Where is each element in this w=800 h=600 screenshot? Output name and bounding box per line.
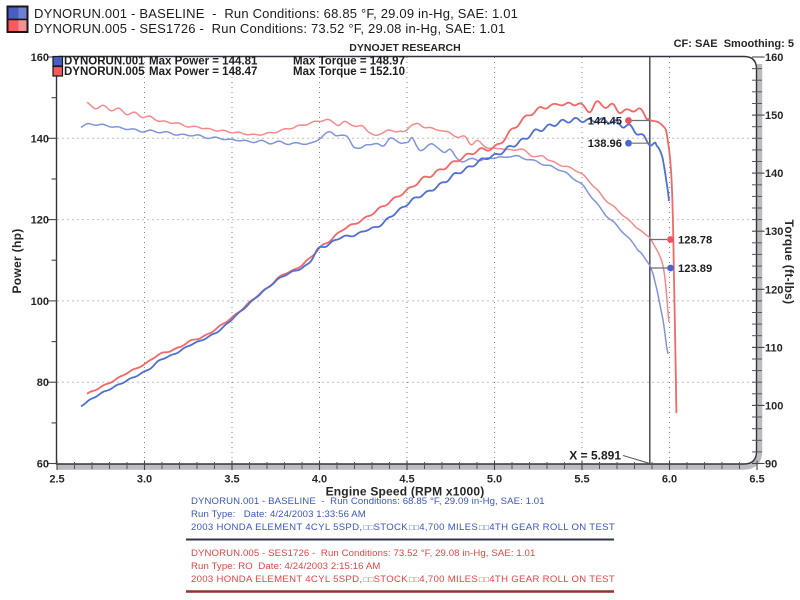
svg-text:130: 130 xyxy=(765,226,783,238)
svg-text:100: 100 xyxy=(765,400,783,412)
svg-text:6.5: 6.5 xyxy=(749,474,764,486)
svg-text:Torque (ft-lbs): Torque (ft-lbs) xyxy=(782,220,796,305)
svg-text:2.5: 2.5 xyxy=(49,474,64,486)
svg-text:110: 110 xyxy=(765,342,783,354)
svg-text:X = 5.891: X = 5.891 xyxy=(569,449,621,463)
svg-text:140: 140 xyxy=(765,168,783,180)
svg-text:90: 90 xyxy=(765,459,777,471)
svg-text:Power (hp): Power (hp) xyxy=(10,229,24,294)
svg-text:123.89: 123.89 xyxy=(678,263,712,275)
svg-text:150: 150 xyxy=(765,110,783,122)
svg-text:6.0: 6.0 xyxy=(662,474,677,486)
svg-text:DYNORUN.005 - SES1726 - Run C: DYNORUN.005 - SES1726 - Run Conditions: … xyxy=(34,21,505,36)
svg-text:160: 160 xyxy=(31,52,49,64)
svg-text:160: 160 xyxy=(765,52,783,64)
svg-text:128.78: 128.78 xyxy=(678,235,712,247)
svg-text:120: 120 xyxy=(765,284,783,296)
svg-text:Run Type: RO Date: 4/24/2003: Run Type: RO Date: 4/24/2003 2:15:16 AM xyxy=(191,561,380,572)
svg-text:120: 120 xyxy=(31,215,49,227)
svg-text:2003 HONDA ELEMENT 4CYL 5SPD,□: 2003 HONDA ELEMENT 4CYL 5SPD,□□STOCK□□4,… xyxy=(191,522,615,533)
svg-text:DYNORUN.005 - SES1726 - Run C: DYNORUN.005 - SES1726 - Run Conditions: … xyxy=(191,548,535,559)
svg-text:DYNORUN.001 - BASELINE - Run: DYNORUN.001 - BASELINE - Run Conditions:… xyxy=(191,496,545,507)
svg-text:3.5: 3.5 xyxy=(224,474,239,486)
svg-text:Engine Speed (RPM x1000): Engine Speed (RPM x1000) xyxy=(326,485,485,499)
svg-text:4.0: 4.0 xyxy=(312,474,327,486)
svg-text:100: 100 xyxy=(31,296,49,308)
svg-text:138.96: 138.96 xyxy=(588,138,622,150)
svg-text:5.0: 5.0 xyxy=(487,474,502,486)
svg-text:60: 60 xyxy=(37,459,49,471)
svg-text:DYNOJET RESEARCH: DYNOJET RESEARCH xyxy=(349,42,460,54)
svg-text:5.5: 5.5 xyxy=(574,474,589,486)
svg-text:4.5: 4.5 xyxy=(399,474,414,486)
svg-text:Run Type: Date: 4/24/2003 1:: Run Type: Date: 4/24/2003 1:33:56 AM xyxy=(191,509,366,520)
svg-text:DYNORUN.001 - BASELINE - Run: DYNORUN.001 - BASELINE - Run Conditions:… xyxy=(34,6,518,21)
svg-text:80: 80 xyxy=(37,377,49,389)
svg-text:144.45: 144.45 xyxy=(588,116,622,128)
svg-text:140: 140 xyxy=(31,133,49,145)
svg-text:2003 HONDA ELEMENT 4CYL 5SPD,□: 2003 HONDA ELEMENT 4CYL 5SPD,□□STOCK□□4,… xyxy=(191,574,615,585)
svg-text:CF: SAE Smoothing: 5: CF: SAE Smoothing: 5 xyxy=(674,38,794,50)
svg-text:3.0: 3.0 xyxy=(137,474,152,486)
